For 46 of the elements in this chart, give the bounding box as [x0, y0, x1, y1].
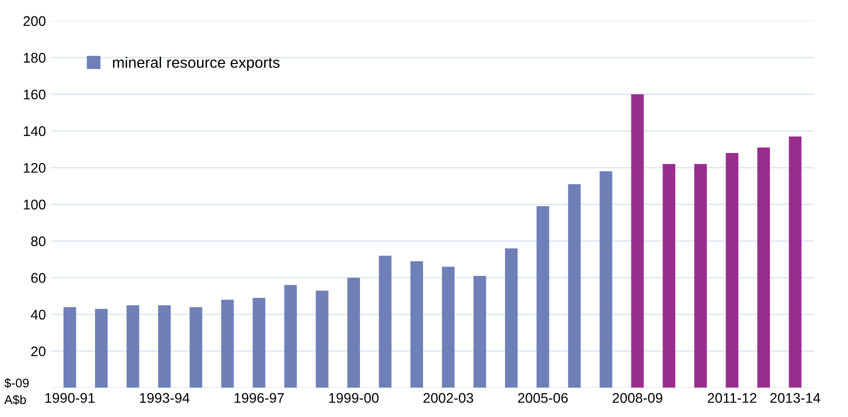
bar: [221, 300, 234, 388]
bar: [788, 136, 802, 388]
bar: [410, 261, 424, 388]
bar: [757, 147, 770, 388]
legend-label: mineral resource exports: [112, 56, 280, 71]
y-tick-label: 120: [24, 162, 46, 173]
y-tick-label: 160: [24, 90, 46, 100]
x-tick-label: 2005-06: [518, 393, 568, 403]
y-tick-label: 40: [30, 310, 46, 320]
bar: [473, 276, 486, 388]
x-tick-label: 2002-03: [423, 393, 474, 403]
text: $-09: [4, 378, 29, 388]
x-tick-label: 1999-00: [329, 393, 379, 403]
x-tick-label: 1993-94: [140, 393, 190, 403]
bar: [63, 307, 76, 388]
bar: [190, 307, 202, 388]
y-tick-label: 180: [24, 52, 46, 63]
y-tick-label: 80: [31, 236, 46, 246]
bar: [442, 266, 455, 388]
y-tick-label: 100: [24, 200, 46, 210]
x-tick-label: 1996-97: [234, 393, 284, 403]
bar: [536, 206, 550, 388]
x-tick-label: 2008-09: [612, 393, 662, 403]
bar: [662, 164, 676, 388]
y-tick-label: 20: [31, 346, 46, 356]
x-tick-label: 2011-12: [708, 393, 756, 403]
bar: [284, 285, 297, 388]
y-tick-label: 200: [24, 16, 46, 26]
x-tick-label: 1990-91: [45, 393, 95, 403]
y-tick-label: 60: [31, 273, 46, 283]
bar: [631, 94, 644, 388]
y-axis-title: A$b: [4, 394, 26, 405]
bar: [568, 184, 581, 388]
bar: [600, 171, 612, 388]
bar: [126, 305, 140, 388]
bar: [252, 298, 266, 388]
bar: [316, 290, 328, 388]
bar: [505, 248, 518, 388]
bar: [726, 152, 738, 388]
x-tick-label: 2013-14: [770, 393, 820, 403]
bar: [378, 256, 392, 388]
bar: [95, 308, 108, 388]
bar: [694, 164, 707, 388]
y-tick-label: 140: [24, 126, 46, 136]
bar: [158, 305, 171, 388]
bar: [347, 278, 360, 388]
